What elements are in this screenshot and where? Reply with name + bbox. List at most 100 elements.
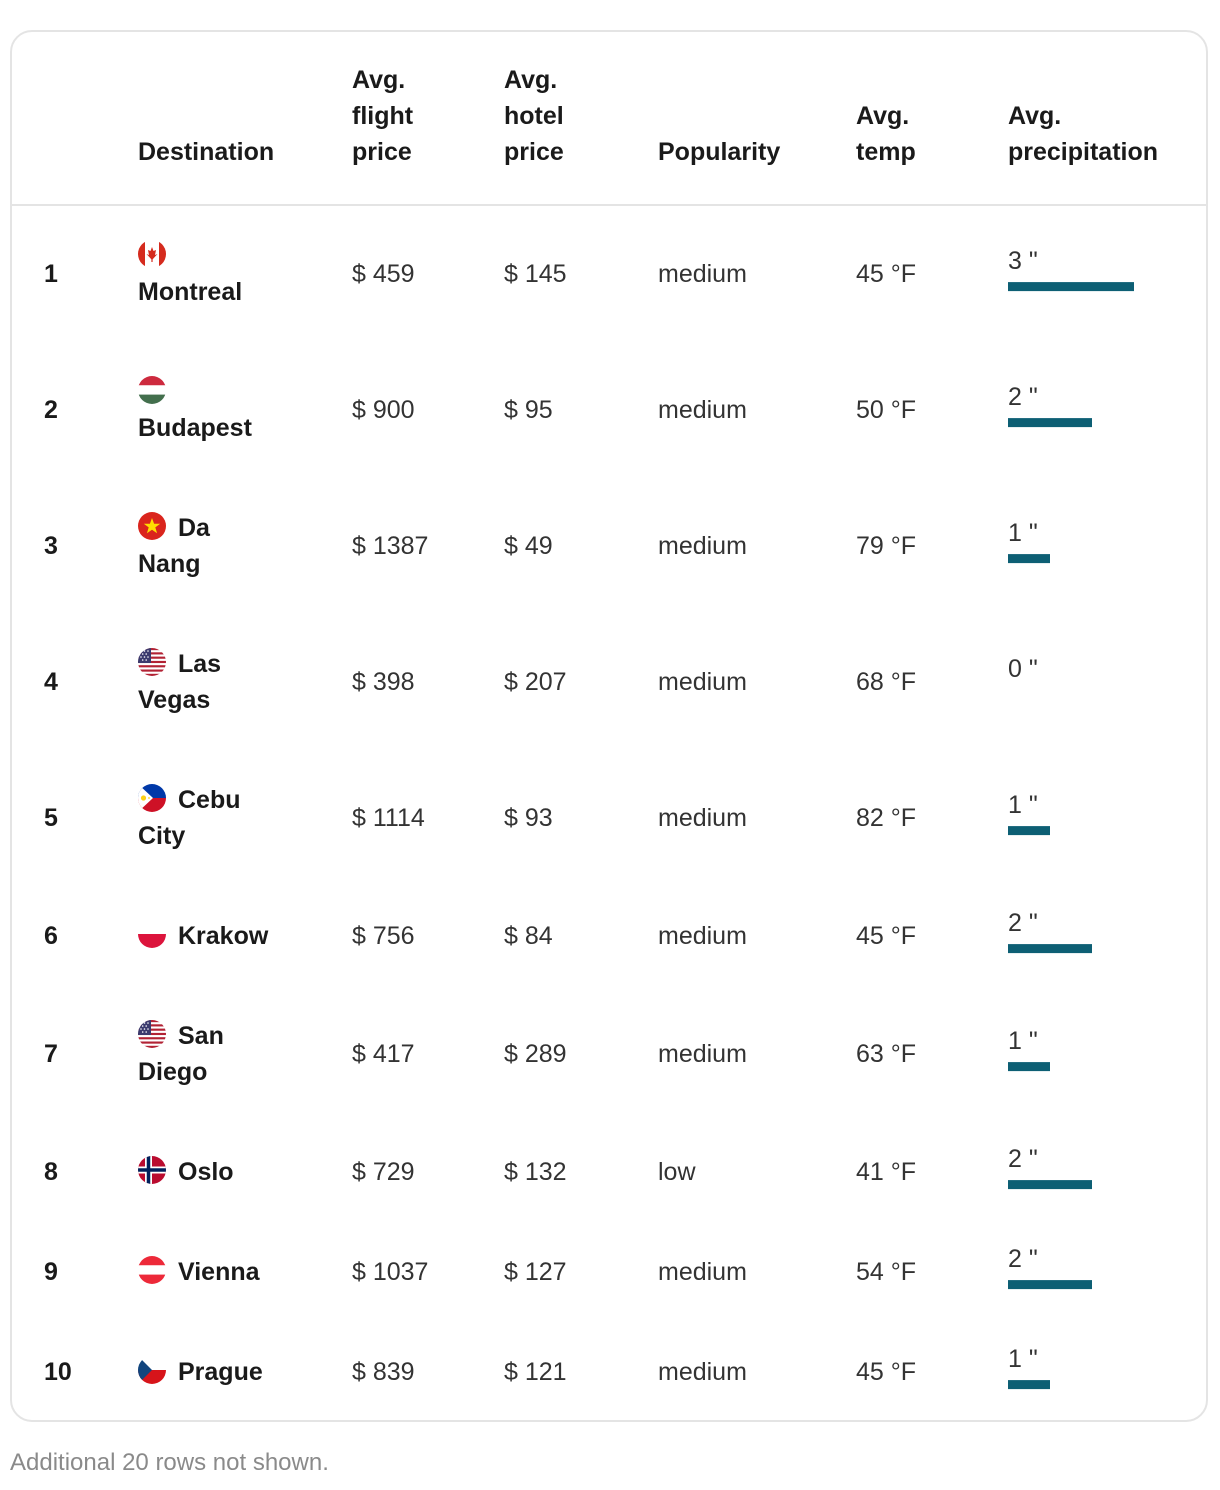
hotel-price: $ 127 <box>504 1258 567 1286</box>
precipitation-value: 1 " <box>1008 1345 1038 1374</box>
destination-name: Vienna <box>178 1258 260 1286</box>
header-precipitation: Avg. precipitation <box>1008 98 1158 170</box>
precipitation-bar <box>1008 944 1092 954</box>
flight-price: $ 417 <box>352 1040 415 1068</box>
header-flight-price: Avg. flight price <box>352 62 413 170</box>
table-row[interactable]: 2 Budapest $ 900 $ 95 medium 50 °F 2 " <box>12 342 1206 478</box>
precipitation-bar <box>1008 1380 1050 1390</box>
table-row[interactable]: 6 Krakow $ 756 $ 84 medium 45 °F 2 " <box>12 886 1206 986</box>
destination-name: Budapest <box>138 414 252 442</box>
hungary-flag-icon <box>138 376 166 404</box>
popularity: medium <box>658 668 747 696</box>
table-row[interactable]: 5 Cebu City $ 1114 $ 93 medium 82 °F 1 " <box>12 750 1206 886</box>
precipitation-value: 2 " <box>1008 909 1038 938</box>
poland-flag-icon <box>138 920 166 948</box>
precipitation-value: 1 " <box>1008 1027 1038 1056</box>
header-precip-line: Avg. <box>1008 102 1062 130</box>
flight-price: $ 398 <box>352 668 415 696</box>
table-row[interactable]: 3 Da Nang $ 1387 $ 49 medium 79 °F 1 " <box>12 478 1206 614</box>
header-hotel-line: price <box>504 138 564 166</box>
destination-name: Oslo <box>178 1158 234 1186</box>
popularity: low <box>658 1158 696 1186</box>
table-row[interactable]: 8 Oslo $ 729 $ 132 low 41 °F 2 " <box>12 1122 1206 1222</box>
precipitation-bar <box>1008 418 1092 428</box>
table-row[interactable]: 1 Montreal $ 459 $ 145 medium 45 °F 3 " <box>12 206 1206 342</box>
popularity: medium <box>658 922 747 950</box>
precipitation-cell: 2 " <box>1008 382 1092 428</box>
header-hotel-line: hotel <box>504 102 564 130</box>
destination-cell[interactable]: Vienna <box>138 1254 328 1290</box>
popularity: medium <box>658 804 747 832</box>
header-flight-line: flight <box>352 102 414 130</box>
hotel-price: $ 289 <box>504 1040 567 1068</box>
precipitation-cell: 3 " <box>1008 246 1134 292</box>
destination-name: Montreal <box>138 278 243 306</box>
table-row[interactable]: 9 Vienna $ 1037 $ 127 medium 54 °F 2 " <box>12 1222 1206 1322</box>
header-temp: Avg. temp <box>856 98 916 170</box>
rank: 4 <box>44 668 58 696</box>
table-header: Destination Avg. flight price Avg. hotel… <box>12 32 1206 206</box>
avg-temp: 45 °F <box>856 1358 917 1386</box>
destination-cell[interactable]: Da Nang <box>138 510 328 582</box>
destination-name-line2: City <box>138 822 186 850</box>
popularity: medium <box>658 1040 747 1068</box>
destination-name-line2: Vegas <box>138 686 211 714</box>
avg-temp: 68 °F <box>856 668 917 696</box>
precipitation-cell: 1 " <box>1008 790 1050 836</box>
destination-name-line1: San <box>178 1022 224 1050</box>
flight-price: $ 1387 <box>352 532 429 560</box>
precipitation-bar <box>1008 1180 1092 1190</box>
rank: 7 <box>44 1040 58 1068</box>
destination-cell[interactable]: Las Vegas <box>138 646 328 718</box>
precipitation-cell: 2 " <box>1008 908 1092 954</box>
flight-price: $ 729 <box>352 1158 415 1186</box>
avg-temp: 50 °F <box>856 396 917 424</box>
precipitation-cell: 2 " <box>1008 1244 1092 1290</box>
precipitation-value: 2 " <box>1008 1145 1038 1174</box>
destination-cell[interactable]: Cebu City <box>138 782 328 854</box>
destination-cell[interactable]: Oslo <box>138 1154 328 1190</box>
destination-cell[interactable]: Montreal <box>138 238 328 310</box>
avg-temp: 82 °F <box>856 804 917 832</box>
precipitation-cell: 2 " <box>1008 1144 1092 1190</box>
hotel-price: $ 93 <box>504 804 553 832</box>
destination-name-line1: Las <box>178 650 222 678</box>
usa-flag-icon <box>138 1020 166 1048</box>
precipitation-bar <box>1008 1062 1050 1072</box>
usa-flag-icon <box>138 648 166 676</box>
rank: 9 <box>44 1258 58 1286</box>
header-temp-line: temp <box>856 138 916 166</box>
hotel-price: $ 207 <box>504 668 567 696</box>
destination-cell[interactable]: San Diego <box>138 1018 328 1090</box>
popularity: medium <box>658 532 747 560</box>
hotel-price: $ 121 <box>504 1358 567 1386</box>
rank: 1 <box>44 260 58 288</box>
table-row[interactable]: 7 San Diego $ 417 $ 289 medium 63 °F 1 " <box>12 986 1206 1122</box>
destination-name-line2: Nang <box>138 550 201 578</box>
destination-cell[interactable]: Prague <box>138 1354 328 1390</box>
precipitation-bar <box>1008 1280 1092 1290</box>
austria-flag-icon <box>138 1256 166 1284</box>
rank: 5 <box>44 804 58 832</box>
header-popularity: Popularity <box>658 138 781 166</box>
avg-temp: 41 °F <box>856 1158 917 1186</box>
flight-price: $ 900 <box>352 396 415 424</box>
precipitation-cell: 1 " <box>1008 1344 1050 1390</box>
precipitation-value: 2 " <box>1008 1245 1038 1274</box>
destination-cell[interactable]: Krakow <box>138 918 328 954</box>
destination-cell[interactable]: Budapest <box>138 374 328 446</box>
destination-name-line1: Cebu <box>178 786 241 814</box>
avg-temp: 45 °F <box>856 922 917 950</box>
rank: 8 <box>44 1158 58 1186</box>
rank: 2 <box>44 396 58 424</box>
avg-temp: 45 °F <box>856 260 917 288</box>
flight-price: $ 1114 <box>352 804 425 832</box>
precipitation-value: 3 " <box>1008 247 1038 276</box>
table-row[interactable]: 10 Prague $ 839 $ 121 medium 45 °F 1 " <box>12 1322 1206 1420</box>
destination-name: Prague <box>178 1358 263 1386</box>
destination-name-line1: Da <box>178 514 210 542</box>
precipitation-bar <box>1008 554 1050 564</box>
popularity: medium <box>658 1258 747 1286</box>
norway-flag-icon <box>138 1156 166 1184</box>
table-row[interactable]: 4 Las Vegas $ 398 $ 207 medium 68 °F 0 " <box>12 614 1206 750</box>
